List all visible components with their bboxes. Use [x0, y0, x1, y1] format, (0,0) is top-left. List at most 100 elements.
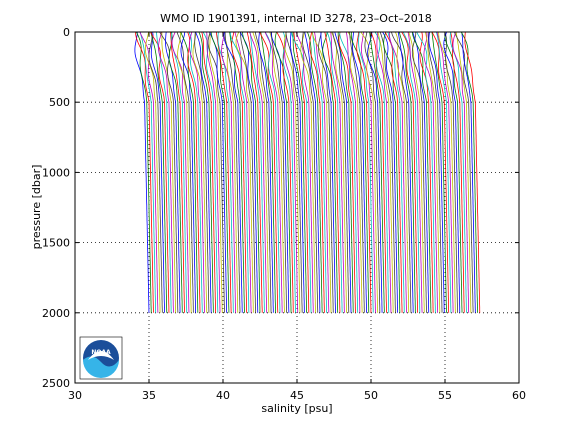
profile-line: [427, 31, 443, 313]
profile-line: [307, 31, 323, 313]
chart-title: WMO ID 1901391, internal ID 3278, 23–Oct…: [160, 12, 432, 25]
x-tick-label: 50: [364, 389, 378, 402]
profile-line: [391, 31, 412, 313]
profile-line: [264, 31, 281, 313]
profile-line: [444, 31, 458, 313]
profile-line: [209, 31, 228, 313]
profile-line: [177, 31, 192, 313]
profile-line: [300, 31, 316, 313]
profile-line: [134, 31, 150, 313]
profile-line: [374, 31, 390, 313]
profile-line: [171, 31, 188, 313]
profile-line: [411, 31, 432, 313]
profile-line: [387, 31, 405, 313]
profile-line: [444, 31, 463, 313]
profile-line: [188, 31, 205, 313]
profile-line: [270, 31, 290, 313]
profile-line: [176, 31, 194, 313]
profile-line: [252, 31, 270, 313]
profile-line: [260, 31, 276, 313]
profile-line: [345, 31, 361, 313]
profile-line: [285, 31, 303, 313]
profile-line: [318, 31, 334, 313]
profile-line: [254, 31, 272, 313]
profile-line: [351, 31, 367, 313]
profile-line: [309, 31, 325, 313]
profile-line: [322, 31, 339, 313]
profile-line: [412, 31, 430, 313]
y-tick-label: 1500: [42, 237, 70, 250]
profile-line: [206, 31, 221, 313]
profile-line: [450, 31, 465, 313]
profile-line: [337, 32, 354, 313]
profile-line: [304, 31, 321, 313]
profile-line: [443, 31, 461, 313]
profile-line: [464, 31, 481, 313]
profile-line: [379, 31, 396, 313]
profile-line: [224, 31, 241, 313]
profile-line: [356, 31, 372, 313]
y-axis-label: pressure [dbar]: [30, 165, 43, 250]
profile-line: [180, 31, 199, 313]
profile-line: [407, 31, 423, 313]
profile-line: [326, 31, 343, 313]
profile-line: [332, 31, 350, 313]
profile-line: [431, 31, 447, 313]
profile-line: [423, 31, 438, 313]
profile-line: [258, 31, 274, 313]
profile-line: [339, 31, 359, 313]
profile-line: [192, 31, 208, 313]
profile-line: [377, 31, 394, 313]
x-axis-label: salinity [psu]: [261, 402, 332, 415]
profile-line: [194, 31, 210, 313]
profile-line: [144, 31, 161, 313]
profile-line: [282, 31, 296, 313]
profile-line: [284, 31, 299, 313]
profile-line: [425, 31, 441, 313]
profile-line: [156, 31, 172, 313]
profile-line: [276, 31, 294, 313]
profile-line: [209, 31, 223, 313]
profile-line: [234, 31, 252, 313]
profile-line: [271, 32, 288, 313]
profile-line: [201, 31, 216, 313]
profile-line: [431, 31, 450, 313]
profile-line: [264, 31, 283, 313]
profile-line: [402, 31, 421, 313]
profile-line: [382, 31, 399, 313]
profile-line: [159, 31, 179, 313]
profile-line: [229, 31, 245, 313]
profile-line: [349, 31, 365, 313]
profile-line: [283, 31, 301, 313]
x-tick-label: 40: [216, 389, 230, 402]
profile-line: [369, 31, 385, 313]
y-tick-label: 1000: [42, 166, 70, 179]
profile-line: [370, 31, 387, 313]
profile-line: [428, 31, 445, 313]
x-tick-label: 30: [68, 389, 82, 402]
profile-line: [347, 31, 363, 313]
profile-line: [249, 31, 268, 313]
profile-line: [452, 31, 470, 313]
profile-line: [397, 31, 414, 313]
noaa-logo: NOAA: [79, 336, 123, 380]
profile-line: [217, 31, 234, 313]
profile-line: [438, 31, 456, 313]
profile-line: [398, 31, 416, 313]
profile-line: [135, 31, 152, 313]
profile-line: [168, 31, 183, 313]
profile-line: [259, 31, 279, 313]
grid-lines: [75, 32, 519, 383]
profile-line: [150, 31, 165, 313]
profile-line: [334, 31, 352, 313]
profile-line: [239, 31, 259, 313]
profile-line: [202, 31, 219, 313]
profile-line: [384, 31, 403, 313]
profile-line: [293, 31, 310, 313]
profile-line: [229, 31, 250, 313]
axis-ticks: 30 35 40 45 50 55 60 0 500 1000 1500 2000 2500: [42, 26, 526, 402]
profile-line: [461, 31, 476, 313]
profile-line: [215, 31, 232, 313]
profile-line: [338, 31, 356, 313]
